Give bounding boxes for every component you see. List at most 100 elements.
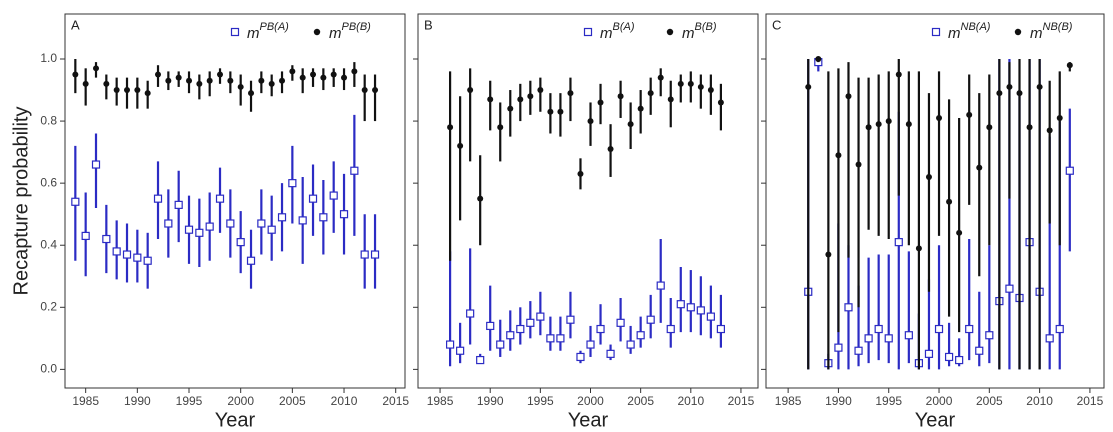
point <box>607 146 614 153</box>
point <box>339 210 349 219</box>
legend-superscript: B(B) <box>695 21 717 33</box>
legend-superscript: PB(A) <box>260 21 290 33</box>
point <box>606 349 615 358</box>
legend-superscript: B(A) <box>613 21 635 33</box>
point <box>124 87 131 94</box>
point <box>576 352 585 362</box>
point <box>457 142 464 149</box>
point <box>93 65 100 72</box>
point <box>215 194 225 203</box>
point <box>864 334 873 343</box>
legend-superscript: NB(A) <box>961 21 991 33</box>
plot-frame <box>417 13 759 389</box>
point <box>72 71 79 78</box>
point <box>1026 124 1033 131</box>
y-tick-label: 0.2 <box>40 299 57 313</box>
point <box>894 238 903 247</box>
point <box>547 108 554 115</box>
point <box>112 247 121 256</box>
x-tick-label: 2010 <box>1026 394 1053 408</box>
legend-marker <box>666 28 674 36</box>
point <box>955 355 964 365</box>
point <box>716 324 725 334</box>
point <box>289 68 296 75</box>
point <box>1005 284 1014 293</box>
point <box>536 312 545 321</box>
point <box>186 77 193 84</box>
x-tick-label: 1985 <box>72 394 99 408</box>
point <box>164 219 173 228</box>
point <box>1016 90 1023 97</box>
legend-label: mNB(B) <box>1030 21 1073 42</box>
point <box>865 124 872 131</box>
point <box>237 83 244 90</box>
point <box>227 77 234 84</box>
x-tick-label: 1990 <box>477 394 504 408</box>
point <box>279 77 286 84</box>
point <box>288 179 297 188</box>
point <box>310 71 317 78</box>
point <box>597 99 604 106</box>
x-tick-label: 2005 <box>627 394 654 408</box>
point <box>456 346 465 355</box>
point <box>946 198 953 205</box>
point <box>546 334 555 343</box>
point <box>636 331 645 340</box>
point <box>637 105 644 112</box>
point <box>905 121 912 128</box>
point <box>1006 83 1013 90</box>
point <box>966 111 973 118</box>
point <box>1046 127 1053 134</box>
legend-name: m <box>329 25 342 42</box>
y-tick-label: 0.4 <box>40 237 57 251</box>
point <box>986 124 993 131</box>
point <box>707 87 714 94</box>
point <box>667 96 674 103</box>
x-tick-label: 2010 <box>677 394 704 408</box>
point <box>717 99 724 106</box>
y-tick-label: 0.0 <box>40 362 57 376</box>
x-tick-label: 1985 <box>775 394 802 408</box>
point <box>996 90 1003 97</box>
point <box>556 334 565 343</box>
y-tick-label: 0.8 <box>40 113 57 127</box>
point <box>586 340 595 349</box>
legend-name: m <box>600 25 613 42</box>
x-tick-label: 2000 <box>926 394 953 408</box>
point <box>372 87 379 94</box>
point <box>537 87 544 94</box>
point <box>268 80 275 87</box>
point <box>165 77 172 84</box>
point <box>647 90 654 97</box>
point <box>122 250 132 259</box>
point <box>936 114 943 121</box>
legend-name: m <box>948 25 961 42</box>
point <box>476 355 485 365</box>
x-tick-label: 2005 <box>976 394 1003 408</box>
point <box>507 105 514 112</box>
point <box>248 90 255 97</box>
legend-label: mPB(B) <box>329 21 371 42</box>
point <box>195 228 204 237</box>
legend-superscript: PB(B) <box>342 21 372 33</box>
point <box>466 309 475 318</box>
point <box>676 300 685 309</box>
point <box>143 256 152 265</box>
point <box>567 90 574 97</box>
point <box>985 331 994 340</box>
point <box>447 124 454 131</box>
point <box>687 80 694 87</box>
x-tick-label: 2005 <box>279 394 306 408</box>
y-tick-label: 1.0 <box>40 51 57 65</box>
point <box>587 118 594 125</box>
point <box>360 250 369 259</box>
panel-label: B <box>424 17 433 32</box>
point <box>1036 83 1043 90</box>
legend-marker <box>1014 28 1022 36</box>
point <box>267 225 276 234</box>
point <box>835 152 842 159</box>
legend-marker <box>583 27 593 37</box>
point <box>566 315 575 324</box>
point <box>81 231 90 241</box>
